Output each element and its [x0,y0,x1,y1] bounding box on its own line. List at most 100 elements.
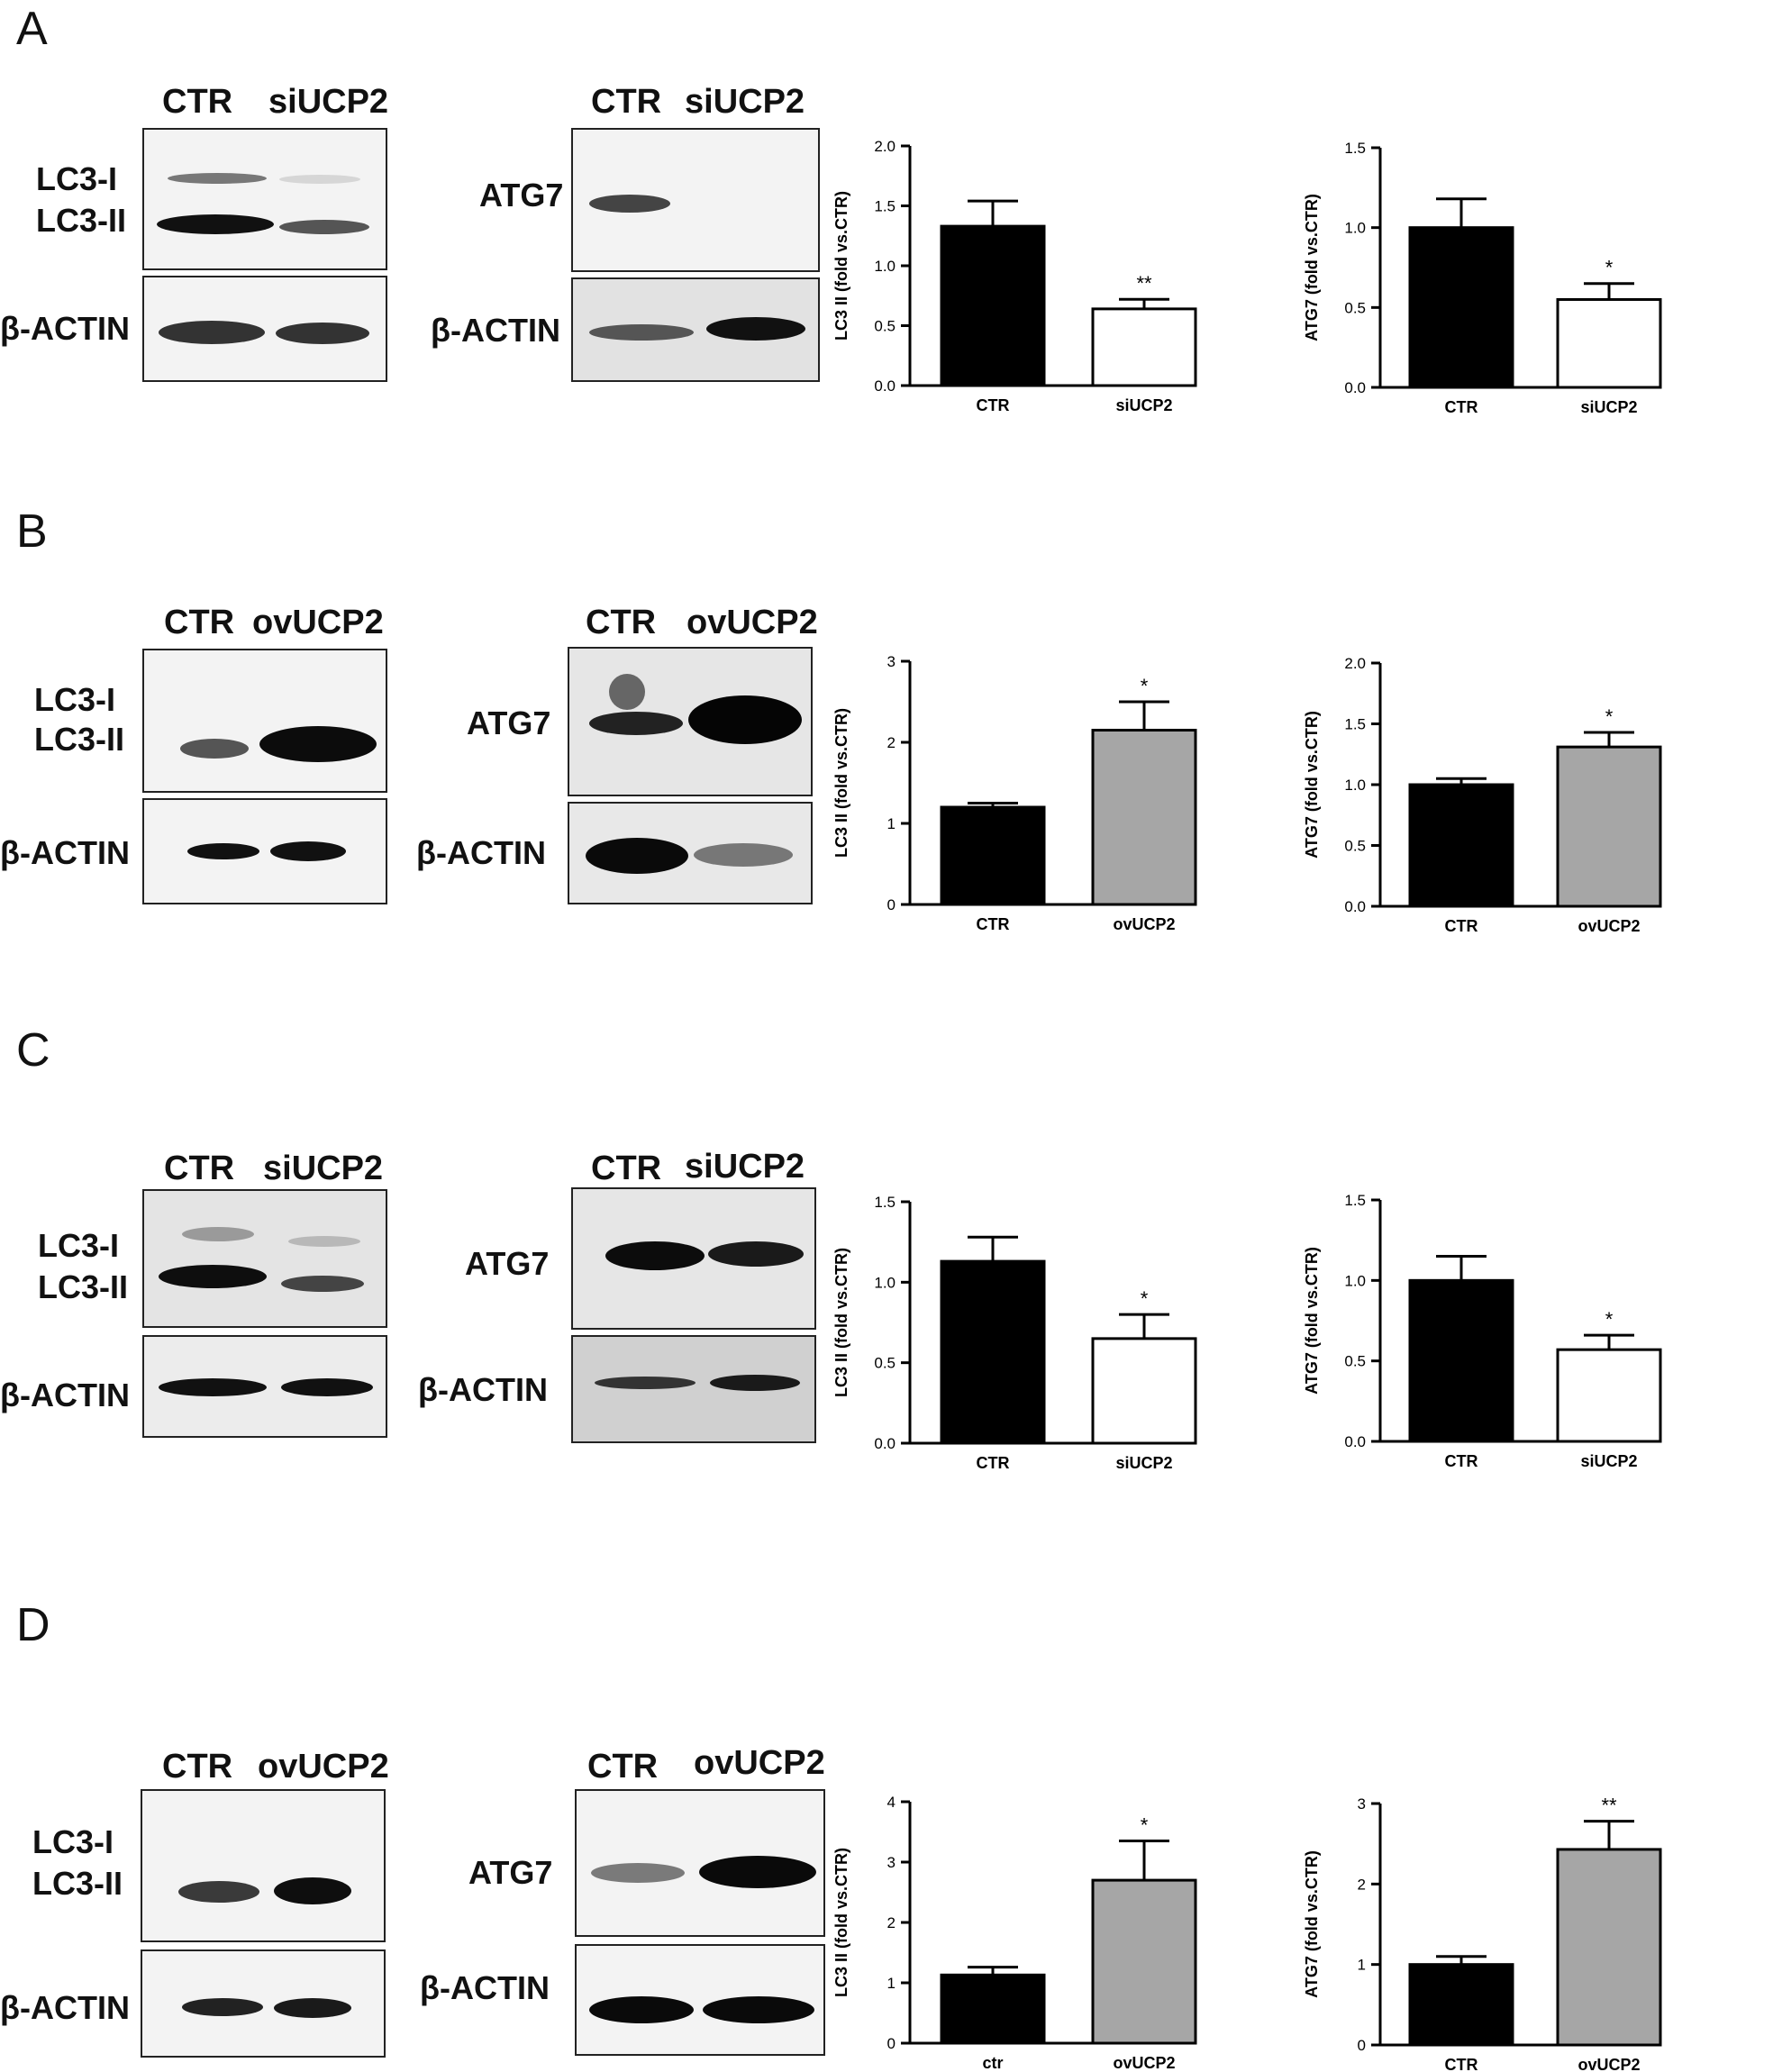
band-lc3-i-treatment [279,175,360,184]
actin-blot [568,802,813,904]
lane-label-treatment: ovUCP2 [686,604,818,641]
y-tick-label: 2 [1358,1876,1366,1893]
x-category-label: siUCP2 [1580,398,1637,416]
lane-label-treatment: ovUCP2 [694,1744,825,1782]
bar-ctr [1408,1278,1514,1443]
y-tick-label: 3 [887,1854,896,1871]
band-actin-ctr [589,1996,694,2023]
band-actin-treatment [703,1996,814,2023]
y-tick-label: 0.5 [874,318,896,335]
y-tick-label: 0.5 [1344,299,1366,316]
panel-letter: C [16,1024,50,1077]
y-tick-label: 1 [1358,1957,1366,1974]
band-atg7-treatment [708,1241,804,1267]
lane-label-ctr: CTR [591,1150,662,1187]
significance-marker: ** [1601,1795,1617,1817]
band-atg7-ctr [589,712,683,735]
band-atg7-ctr [591,1863,685,1883]
band-actin-ctr [159,321,265,344]
atg7-bar-chart: 0.0 0.5 1.0 1.5 2.0 ATG7 (fold vs.CTR) CTR * ovU… [1303,655,1662,935]
y-tick-label: 1.0 [874,258,896,275]
y-tick-label: 1.0 [874,1274,896,1291]
row-label-atg7: ATG7 [479,177,564,214]
y-tick-label: 0.5 [1344,838,1366,855]
band-lc3-ii-treatment [274,1877,351,1904]
band-lc3-ii-treatment [281,1276,364,1292]
panel-letter: B [16,505,48,558]
row-label-atg7: ATG7 [468,1854,553,1891]
atg7-blot [571,1187,816,1330]
actin-blot [142,1335,387,1438]
bar-siucp2 [1556,1348,1662,1443]
band-atg7-treatment [688,695,802,744]
row-label-atg7: ATG7 [467,704,551,741]
band-actin-ctr [159,1378,267,1396]
y-tick-label: 0 [887,896,896,913]
lane-label-ctr: CTR [586,604,657,641]
row-label-lc3-ii: LC3-II [34,721,125,758]
y-tick-label: 1.5 [1344,1192,1366,1209]
bar-ctr [1408,1963,1514,2047]
y-tick-label: 0 [1358,2037,1366,2054]
band-lc3-i-ctr [182,1227,254,1241]
lane-label-ctr: CTR [162,1748,233,1786]
significance-marker: * [1141,1287,1149,1310]
y-tick-label: 1 [887,815,896,832]
band-actin-ctr [595,1377,696,1389]
panel-letter: D [16,1599,50,1651]
significance-marker: * [1605,705,1614,728]
y-tick-label: 0.0 [1344,379,1366,396]
lc3-blot [142,128,387,270]
bar-ctr [940,224,1046,387]
x-category-label: ovUCP2 [1578,917,1640,935]
y-tick-label: 3 [1358,1795,1366,1813]
band-atg7-treatment [699,1856,816,1888]
actin-blot [141,1949,386,2058]
x-category-label: siUCP2 [1580,1452,1637,1470]
atg7-bar-chart: 0 1 2 3 ATG7 (fold vs.CTR) CTR ** ovUCP2 [1303,1795,1662,2072]
y-tick-label: 1.5 [1344,140,1366,157]
band-lc3-ii-ctr [159,1265,267,1288]
bar-ovucp2 [1091,729,1197,906]
band-actin-treatment [694,843,793,867]
y-tick-label: 2.0 [1344,655,1366,672]
y-axis-label: ATG7 (fold vs.CTR) [1303,1247,1321,1395]
y-axis-label: ATG7 (fold vs.CTR) [1303,194,1321,341]
panel-letter: A [16,3,48,55]
row-label-lc3-ii: LC3-II [32,1865,123,1902]
atg7-blot [571,128,820,272]
band-actin-treatment [270,841,346,861]
y-tick-label: 0.5 [874,1355,896,1372]
band-actin-treatment [710,1375,800,1391]
lane-label-ctr: CTR [164,604,235,641]
row-label-actin: β-ACTIN [0,834,130,871]
panel-a: A CTR siUCP2 LC3-I LC3-II β-ACTIN CTR si… [0,0,1773,504]
row-label-actin: β-ACTIN [0,310,130,347]
lane-label-treatment: siUCP2 [685,1148,805,1186]
bar-ovucp2 [1556,745,1662,908]
band-lc3-ii-ctr [180,739,249,759]
x-category-label: ovUCP2 [1578,2056,1640,2072]
lc3-ii-bar-chart: 0.0 0.5 1.0 1.5 LC3 II (fold vs.CTR) CTR * siUC… [832,1194,1197,1472]
x-category-label: ctr [982,2054,1003,2072]
lc3-blot [142,1189,387,1328]
panel-b: B CTR ovUCP2 LC3-I LC3-II β-ACTIN CTR ov… [0,504,1773,1009]
lane-label-ctr: CTR [162,83,233,121]
y-tick-label: 3 [887,653,896,670]
row-label-actin: β-ACTIN [0,1377,130,1413]
row-label-atg7: ATG7 [465,1245,550,1282]
y-axis-label: LC3 II (fold vs.CTR) [832,191,850,341]
bar-siucp2 [1091,1337,1197,1445]
band-lc3-ii-treatment [279,220,369,234]
y-tick-label: 1.5 [874,198,896,215]
x-category-label: CTR [1445,398,1478,416]
row-label-actin: β-ACTIN [416,834,546,871]
lane-label-ctr: CTR [164,1150,235,1187]
x-category-label: siUCP2 [1115,396,1172,414]
bar-ctr [1408,226,1514,389]
y-tick-label: 2 [887,1914,896,1931]
lc3-ii-bar-chart: 0 1 2 3 4 LC3 II (fold vs.CTR) ctr * ovUCP2 [832,1794,1197,2072]
lane-label-ctr: CTR [591,83,662,121]
atg7-bar-chart: 0.0 0.5 1.0 1.5 ATG7 (fold vs.CTR) CTR * siUCP2 [1303,140,1662,416]
significance-marker: * [1141,675,1149,697]
